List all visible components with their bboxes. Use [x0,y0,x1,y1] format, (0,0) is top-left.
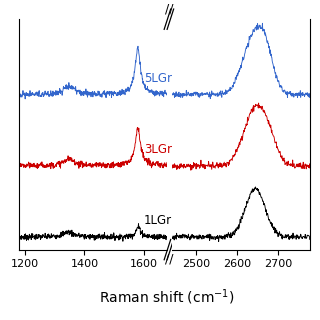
Text: Raman shift (cm$^{-1}$): Raman shift (cm$^{-1}$) [99,288,234,308]
Text: //: // [165,253,174,266]
Text: //: // [165,3,174,16]
Text: 5LGr: 5LGr [144,72,172,84]
Text: 1LGr: 1LGr [144,214,172,227]
Text: 3LGr: 3LGr [144,143,172,156]
